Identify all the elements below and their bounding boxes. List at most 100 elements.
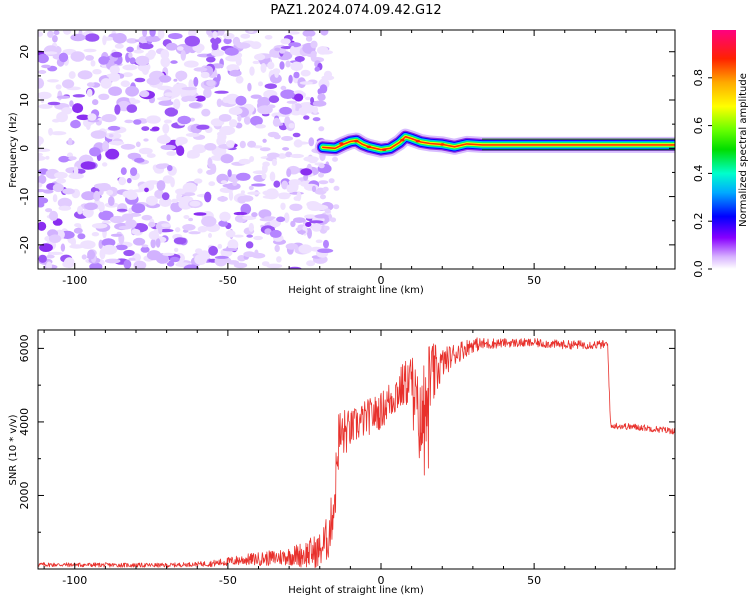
noise-blob <box>139 90 150 98</box>
noise-blob <box>147 49 156 58</box>
noise-blob <box>240 190 245 195</box>
noise-blob <box>47 79 59 83</box>
noise-blob <box>317 93 326 101</box>
snr-xlabel: Height of straight line (km) <box>288 585 424 596</box>
noise-blob <box>197 168 203 174</box>
noise-blob <box>204 143 217 151</box>
snr-ylabel: SNR (10 * v/v) <box>8 414 19 485</box>
noise-blob <box>100 78 112 89</box>
noise-blob <box>280 89 296 99</box>
noise-blob <box>311 185 317 193</box>
noise-blob <box>188 217 194 222</box>
noise-blob <box>61 107 73 115</box>
noise-blob <box>201 108 211 117</box>
noise-blob <box>260 63 267 73</box>
noise-blob <box>38 197 49 205</box>
noise-blob <box>272 117 281 127</box>
noise-blob <box>227 260 240 265</box>
noise-blob <box>253 235 263 241</box>
noise-blob <box>164 92 175 97</box>
noise-blob <box>48 127 53 136</box>
noise-blob <box>91 232 100 237</box>
noise-blob <box>184 35 200 47</box>
spectrogram-content <box>38 30 675 269</box>
noise-blob <box>200 71 210 79</box>
noise-blob <box>38 53 49 64</box>
noise-blob <box>123 259 132 269</box>
noise-blob <box>85 33 100 42</box>
noise-blob <box>308 156 318 164</box>
noise-blob <box>175 227 181 233</box>
noise-blob <box>108 72 121 82</box>
noise-blob <box>73 166 79 176</box>
noise-blob <box>218 114 232 122</box>
x-tick-label: -50 <box>219 574 237 587</box>
noise-blob <box>254 249 259 257</box>
noise-blob <box>69 100 74 107</box>
colorbar-tick-label: 0.4 <box>692 165 705 183</box>
noise-blob <box>252 60 260 65</box>
noise-blob <box>53 30 60 36</box>
colorbar-gradient <box>712 30 736 269</box>
noise-blob <box>160 144 176 150</box>
noise-blob <box>91 223 108 229</box>
noise-blob <box>77 70 93 80</box>
noise-blob <box>185 132 200 137</box>
noise-blob <box>306 260 316 267</box>
noise-blob <box>134 157 145 163</box>
noise-blob <box>218 220 228 227</box>
noise-blob <box>243 116 251 125</box>
noise-blob <box>162 123 170 134</box>
noise-blob <box>180 49 186 61</box>
noise-blob <box>298 107 309 114</box>
y-tick-label: -20 <box>18 236 31 254</box>
noise-blob <box>269 229 282 238</box>
noise-blob <box>312 204 329 211</box>
noise-blob <box>289 45 296 55</box>
noise-blob <box>208 233 212 238</box>
noise-blob <box>193 76 199 87</box>
noise-blob <box>235 56 242 66</box>
noise-blob <box>157 30 165 39</box>
noise-blob <box>45 155 50 160</box>
noise-blob <box>239 140 246 149</box>
noise-blob <box>128 207 133 214</box>
noise-blob <box>210 37 222 45</box>
noise-blob <box>270 73 282 84</box>
noise-blob <box>39 243 53 253</box>
noise-blob <box>247 140 257 148</box>
noise-blob <box>156 180 166 191</box>
tone-trace-layer <box>322 135 675 151</box>
noise-blobs <box>38 30 340 269</box>
noise-blob <box>62 79 75 89</box>
noise-blob <box>250 41 262 50</box>
noise-blob <box>333 185 340 191</box>
x-tick-label: -100 <box>62 274 87 287</box>
colorbar-tick-label: 0.0 <box>692 260 705 278</box>
noise-blob <box>56 111 68 123</box>
noise-blob <box>214 255 229 259</box>
noise-blob <box>168 33 183 40</box>
noise-blob <box>128 257 136 261</box>
noise-blob <box>139 42 154 50</box>
noise-blob <box>293 196 301 201</box>
noise-blob <box>133 119 142 125</box>
noise-blob <box>177 115 191 125</box>
noise-blob <box>68 137 73 146</box>
noise-blob <box>303 115 310 120</box>
noise-blob <box>271 158 278 166</box>
noise-blob <box>76 114 91 121</box>
noise-blob <box>189 117 195 122</box>
noise-blob <box>108 140 125 146</box>
noise-blob <box>300 69 311 77</box>
noise-blob <box>309 220 324 224</box>
noise-blob <box>133 189 144 193</box>
colorbar-tick-label: 0.6 <box>692 117 705 135</box>
noise-blob <box>124 119 134 124</box>
noise-blob <box>262 161 270 167</box>
noise-blob <box>188 231 201 235</box>
noise-blob <box>102 140 110 152</box>
noise-blob <box>211 49 225 57</box>
